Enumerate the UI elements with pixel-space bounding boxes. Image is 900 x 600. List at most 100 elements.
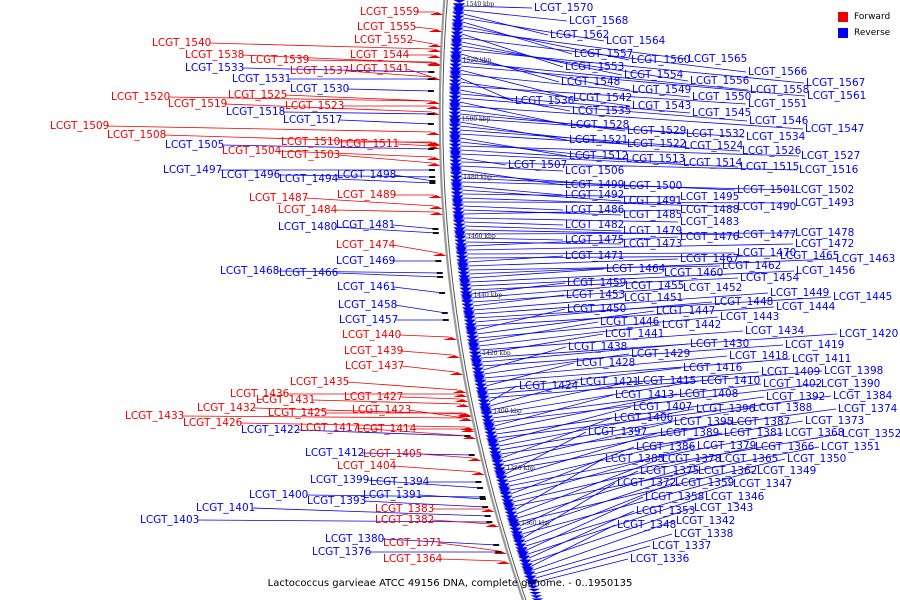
leader-line [462, 29, 687, 60]
reverse-strand-arrow [451, 201, 464, 205]
leader-line [392, 244, 439, 254]
gene-label: LCGT_1548 [561, 76, 620, 88]
gene-label: LCGT_1486 [565, 204, 625, 216]
forward-gene-marker [426, 62, 441, 65]
gene-label: LCGT_1368 [785, 427, 844, 439]
leader-line [465, 236, 679, 247]
reverse-strand-arrow [448, 121, 461, 125]
reverse-strand-arrow [462, 310, 475, 314]
reverse-gene-marker [448, 99, 461, 105]
reverse-strand-arrow [449, 163, 462, 167]
reverse-strand-arrow [459, 284, 472, 288]
gene-label: LCGT_1514 [683, 157, 743, 169]
gene-label: LCGT_1559 [360, 6, 419, 18]
legend-item-forward: Forward [838, 9, 890, 25]
reverse-strand-arrow [489, 454, 502, 458]
reverse-strand-arrow [475, 387, 488, 391]
leader-line [536, 558, 629, 583]
leader-line [509, 433, 841, 491]
gene-label: LCGT_1562 [550, 29, 609, 41]
reverse-strand-arrow [501, 499, 514, 503]
leader-line [529, 510, 635, 559]
gene-label: LCGT_1509 [50, 120, 109, 132]
leader-line [167, 96, 432, 102]
reverse-strand-arrow [463, 316, 476, 320]
small-gene-marker [427, 113, 434, 115]
gene-label: LCGT_1515 [740, 161, 799, 173]
leader-line [532, 520, 675, 571]
legend-label-forward: Forward [854, 12, 891, 22]
reverse-strand-arrow [478, 403, 491, 407]
leader-line [488, 385, 518, 403]
reverse-strand-arrow [474, 384, 487, 387]
reverse-strand-arrow [476, 393, 489, 397]
forward-gene-marker [427, 49, 442, 52]
leader-line [459, 117, 745, 138]
gene-label: LCGT_1399 [310, 474, 369, 486]
gene-label: LCGT_1403 [140, 514, 199, 526]
reverse-strand-arrow [475, 390, 488, 394]
reverse-strand-arrow [526, 582, 539, 586]
reverse-strand-arrow [450, 54, 463, 58]
reverse-strand-arrow [485, 435, 498, 439]
leader-line [482, 344, 784, 367]
forward-gene-marker [426, 157, 441, 160]
forward-gene-marker [454, 399, 469, 402]
gene-label: LCGT_1450 [567, 303, 626, 315]
leader-line [461, 181, 794, 191]
reverse-strand-arrow [450, 188, 463, 192]
leader-line [504, 420, 804, 471]
gene-label: LCGT_1506 [565, 165, 625, 177]
gene-label: LCGT_1516 [799, 164, 859, 176]
gene-label: LCGT_1517 [283, 114, 342, 126]
gene-label: LCGT_1520 [111, 91, 170, 103]
leader-line [505, 431, 587, 475]
leader-line [507, 432, 723, 483]
reverse-strand-arrow [466, 336, 479, 339]
kbp-tick-label: 1540 kbp [466, 1, 495, 8]
leader-line [470, 277, 739, 291]
leader-line [485, 362, 575, 387]
forward-gene-marker [427, 44, 442, 47]
small-gene-marker [435, 260, 442, 262]
gene-label: LCGT_1430 [690, 338, 749, 350]
gene-label: LCGT_1530 [290, 83, 349, 95]
gene-label: LCGT_1453 [566, 289, 625, 301]
reverse-strand-arrow [498, 489, 511, 493]
gene-label: LCGT_1446 [600, 316, 660, 328]
reverse-strand-arrow [449, 147, 462, 151]
reverse-strand-arrow [451, 19, 464, 23]
leader-line [475, 301, 713, 323]
gene-label: LCGT_1558 [750, 84, 809, 96]
leader-line [460, 77, 514, 102]
reverse-gene-marker [458, 275, 471, 281]
legend: Forward Reverse [838, 9, 890, 41]
gene-label: LCGT_1416 [683, 362, 743, 374]
forward-gene-marker [425, 101, 440, 104]
gene-label: LCGT_1525 [228, 89, 287, 101]
gene-label: LCGT_1393 [307, 495, 366, 507]
leader-line [512, 446, 754, 503]
gene-label: LCGT_1519 [168, 98, 227, 110]
reverse-strand-arrow [482, 422, 495, 426]
reverse-strand-arrow [451, 22, 464, 26]
reverse-strand-arrow [520, 566, 533, 570]
reverse-strand-arrow [470, 361, 483, 365]
leader-line [467, 258, 679, 267]
gene-label: LCGT_1474 [336, 239, 396, 251]
gene-markers [425, 0, 544, 600]
leader-line [506, 432, 659, 479]
gene-label: LCGT_1408 [679, 388, 738, 400]
gene-label: LCGT_1380 [325, 533, 384, 545]
gene-label: LCGT_1564 [606, 35, 666, 47]
gene-label: LCGT_1483 [680, 216, 739, 228]
leader-line [465, 237, 564, 241]
gene-label: LCGT_1567 [806, 77, 865, 89]
gene-label: LCGT_1351 [821, 441, 880, 453]
gene-label: LCGT_1454 [740, 272, 800, 284]
reverse-swatch-icon [838, 28, 848, 38]
leader-line [334, 209, 436, 213]
kbp-tick-label: 1380 kbp [506, 465, 535, 472]
forward-gene-marker [432, 253, 447, 256]
leader-line [476, 310, 655, 335]
